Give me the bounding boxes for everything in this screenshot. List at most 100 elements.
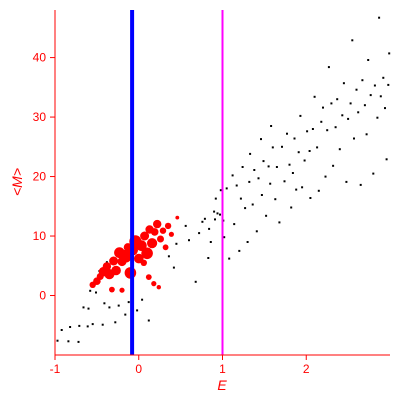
background-point	[385, 158, 388, 161]
background-point	[361, 79, 364, 82]
background-point	[249, 152, 252, 155]
background-point	[286, 132, 288, 135]
background-point	[365, 133, 368, 136]
background-point	[203, 217, 206, 220]
background-point	[387, 83, 390, 86]
x-tick-label: -1	[50, 362, 61, 376]
background-point	[308, 150, 311, 152]
highlighted-point	[140, 259, 147, 266]
background-point	[114, 321, 117, 324]
y-tick-label: 0	[39, 289, 46, 303]
background-point	[327, 66, 330, 69]
background-point	[320, 120, 323, 123]
background-point	[357, 111, 360, 114]
y-tick-label: 10	[33, 229, 47, 243]
highlighted-point	[119, 287, 125, 293]
background-point	[278, 221, 281, 224]
background-point	[311, 128, 314, 130]
background-point	[326, 129, 329, 132]
background-point	[332, 164, 335, 167]
highlighted-point	[118, 249, 132, 263]
background-point	[241, 166, 244, 168]
background-point	[341, 114, 344, 117]
background-point	[275, 166, 278, 168]
x-tick-label: 2	[303, 362, 310, 376]
background-point	[86, 325, 89, 328]
background-point	[228, 257, 231, 260]
background-point	[260, 194, 263, 196]
background-point	[233, 223, 236, 226]
background-point	[351, 39, 354, 42]
background-point	[231, 174, 234, 177]
background-point	[262, 160, 265, 163]
background-point	[198, 232, 201, 235]
background-point	[309, 197, 312, 199]
background-point	[269, 182, 272, 185]
x-tick-label: 0	[135, 362, 142, 376]
background-point	[82, 306, 85, 309]
y-axis-title: <M>	[9, 168, 25, 196]
y-tick-label: 20	[33, 170, 47, 184]
background-point	[77, 340, 80, 343]
background-point	[295, 188, 298, 191]
background-point	[274, 198, 277, 201]
background-point	[214, 218, 216, 221]
highlighted-point	[150, 228, 159, 236]
background-point	[324, 175, 327, 178]
x-axis-title: E	[217, 377, 227, 393]
background-point	[347, 117, 350, 120]
highlighted-point	[135, 240, 147, 252]
background-point	[384, 107, 386, 110]
background-point	[60, 329, 63, 331]
background-point	[355, 88, 358, 91]
background-point	[188, 239, 190, 242]
background-point	[367, 59, 370, 61]
background-point	[271, 146, 274, 149]
background-point	[136, 309, 139, 312]
background-point	[184, 224, 187, 227]
background-point	[342, 82, 345, 85]
highlighted-point	[162, 244, 169, 251]
background-point	[283, 180, 286, 183]
background-point	[246, 241, 249, 243]
background-point	[103, 302, 106, 305]
vertical-lines-layer	[130, 10, 224, 355]
background-point	[207, 257, 210, 259]
y-tick-label: 30	[33, 110, 47, 124]
background-point	[338, 148, 341, 151]
background-point	[124, 313, 127, 316]
background-point	[267, 165, 270, 168]
background-point	[239, 197, 242, 200]
background-point	[376, 116, 379, 119]
background-point	[78, 324, 81, 327]
background-point	[316, 146, 319, 149]
background-point	[225, 187, 228, 190]
background-point	[95, 291, 97, 294]
background-point	[330, 102, 333, 105]
background-point	[317, 189, 320, 192]
background-point	[353, 137, 355, 140]
background-point	[214, 197, 217, 200]
background-point	[265, 214, 268, 217]
background-point	[301, 186, 304, 189]
background-point	[167, 255, 170, 258]
highlighted-point	[109, 286, 115, 293]
background-point	[359, 183, 362, 186]
highlighted-point	[111, 265, 121, 276]
background-point	[127, 301, 130, 304]
background-point	[334, 126, 337, 129]
background-point	[260, 138, 262, 141]
background-point	[388, 52, 391, 55]
background-point	[208, 227, 211, 230]
highlighted-point	[159, 227, 167, 234]
background-point	[56, 339, 59, 342]
background-point	[290, 206, 293, 209]
background-point	[382, 76, 385, 79]
highlighted-point	[145, 274, 152, 280]
background-point	[303, 159, 306, 162]
highlighted-point	[147, 238, 158, 249]
background-point	[238, 249, 241, 252]
background-point	[194, 280, 197, 283]
